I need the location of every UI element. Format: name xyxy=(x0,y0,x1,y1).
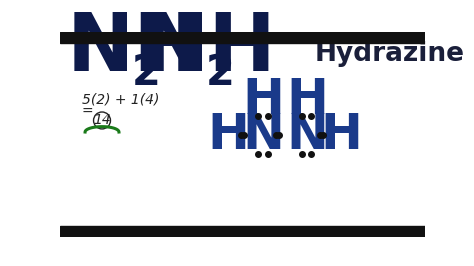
Text: N: N xyxy=(286,111,328,159)
Text: H: H xyxy=(320,111,363,159)
Text: =: = xyxy=(82,105,94,119)
Text: 5(2) + 1(4): 5(2) + 1(4) xyxy=(82,93,159,106)
Text: H: H xyxy=(286,76,328,124)
Text: 14: 14 xyxy=(93,114,111,127)
Text: 2: 2 xyxy=(206,52,235,94)
Text: N: N xyxy=(242,111,284,159)
Bar xyxy=(61,226,425,237)
Bar xyxy=(61,32,425,43)
Text: 2: 2 xyxy=(131,52,160,94)
Text: H: H xyxy=(207,111,249,159)
Text: Hydrazine: Hydrazine xyxy=(315,41,465,67)
Text: NH: NH xyxy=(66,10,201,88)
Text: H: H xyxy=(242,76,284,124)
Text: NH: NH xyxy=(141,10,276,88)
